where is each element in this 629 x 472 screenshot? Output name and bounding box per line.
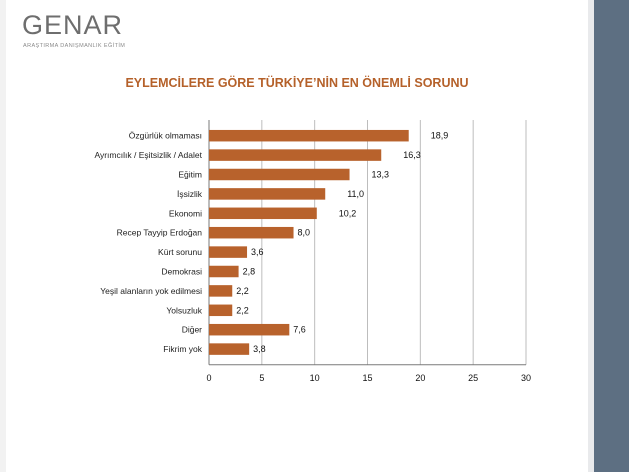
- logo-wordmark: GENAR: [22, 10, 124, 40]
- bar: [209, 207, 317, 220]
- bar: [209, 168, 350, 181]
- bar: [209, 188, 326, 200]
- category-label: Özgürlük olmaması: [129, 131, 202, 141]
- value-label: 2,8: [243, 267, 256, 277]
- x-tick-label: 15: [362, 373, 372, 383]
- value-label: 2,2: [236, 286, 249, 296]
- value-label: 3,8: [253, 344, 266, 354]
- bar: [209, 304, 233, 317]
- value-label: 2,2: [236, 305, 249, 315]
- bar: [209, 129, 409, 142]
- x-tick-label: 30: [521, 373, 531, 383]
- side-decor-panel: [594, 0, 629, 472]
- left-border-strip: [0, 0, 6, 472]
- category-label: İşsizlik: [177, 189, 203, 199]
- bar: [209, 285, 233, 297]
- side-panel-edge: [588, 0, 594, 472]
- value-label: 16,3: [403, 150, 421, 160]
- bar-chart: 0 5 10 15 20 25 30 Özgürlük olmaması 18,9 Ayrımcı…: [94, 120, 531, 383]
- x-tick-label: 25: [468, 373, 478, 383]
- value-label: 18,9: [431, 131, 449, 141]
- bar: [209, 226, 294, 239]
- value-label: 7,6: [293, 325, 306, 335]
- value-label: 13,3: [372, 170, 390, 180]
- bar: [209, 265, 239, 278]
- bar: [209, 323, 290, 336]
- bar: [209, 246, 248, 258]
- value-label: 3,6: [251, 247, 264, 257]
- category-label: Fikrim yok: [163, 344, 202, 354]
- category-label: Yolsuzluk: [166, 305, 202, 315]
- x-tick-label: 5: [259, 373, 264, 383]
- bar: [209, 343, 250, 355]
- logo-tagline: ARAŞTIRMA DANIŞMANLIK EĞİTİM: [23, 43, 126, 49]
- category-label: Ayrımcılık / Eşitsizlik / Adalet: [94, 150, 202, 160]
- category-label: Diğer: [182, 325, 202, 335]
- x-tick-label: 0: [206, 373, 211, 383]
- chart-title: EYLEMCİLERE GÖRE TÜRKİYE’NİN EN ÖNEMLİ S…: [125, 76, 469, 90]
- genar-logo: GENAR ARAŞTIRMA DANIŞMANLIK EĞİTİM: [22, 10, 152, 50]
- category-label: Yeşil alanların yok edilmesi: [100, 286, 202, 296]
- category-label: Ekonomi: [169, 208, 202, 218]
- value-label: 8,0: [298, 228, 311, 238]
- value-label: 11,0: [347, 189, 364, 199]
- category-label: Recep Tayyip Erdoğan: [117, 228, 203, 238]
- x-tick-label: 10: [310, 373, 320, 383]
- value-label: 10,2: [339, 208, 357, 218]
- x-tick-label: 20: [415, 373, 425, 383]
- category-label: Demokrasi: [161, 267, 202, 277]
- bar: [209, 149, 382, 161]
- category-label: Eğitim: [178, 170, 202, 180]
- category-label: Kürt sorunu: [158, 247, 202, 257]
